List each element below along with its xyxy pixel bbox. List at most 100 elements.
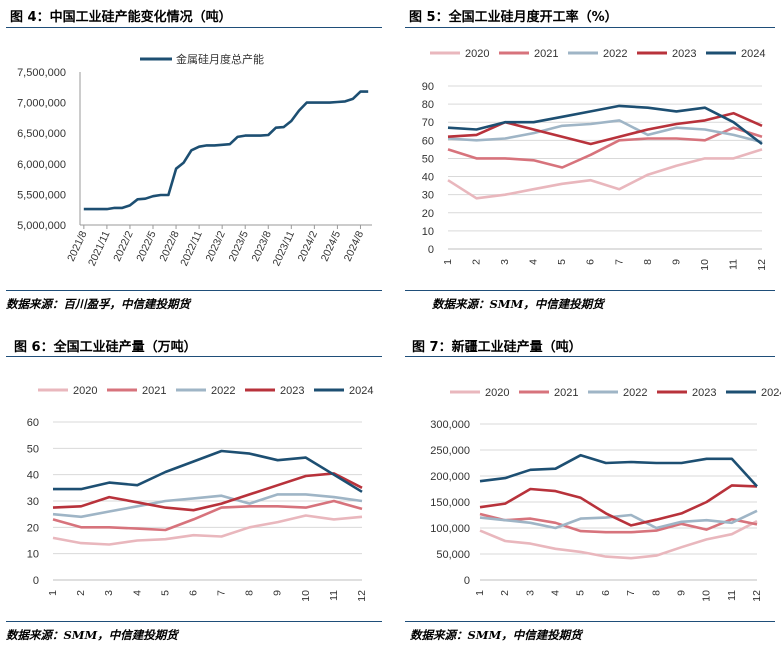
p6-legend-label-2023: 2023 xyxy=(280,385,304,397)
p7-y-tick-label: 50,000 xyxy=(436,549,470,561)
p7-x-tick-label: 8 xyxy=(650,590,662,596)
source-rule-left-bottom xyxy=(6,621,382,622)
panel-title-fig4: 图 4：中国工业硅产能变化情况（吨） xyxy=(10,10,232,25)
p7-series-2022 xyxy=(479,509,758,530)
p6-x-tick-label: 8 xyxy=(244,590,256,596)
p4-y-tick-label: 7,500,000 xyxy=(17,67,66,79)
p4-x-tick-label: 2021/8 xyxy=(65,229,90,263)
p4-x-tick-label: 2022/2 xyxy=(111,229,136,263)
p4-y-tick-label: 5,000,000 xyxy=(17,220,66,232)
p6-y-tick-label: 40 xyxy=(27,470,39,482)
p5-legend-label-2024: 2024 xyxy=(741,48,765,60)
p5-x-tick-label: 12 xyxy=(756,259,768,271)
title-rule-left-bottom xyxy=(6,356,382,357)
p7-y-tick-label: 250,000 xyxy=(430,445,470,457)
p5-x-tick-label: 11 xyxy=(727,259,739,270)
source-note-fig5: 数据来源：SMM，中信建投期货 xyxy=(432,297,604,311)
p7-x-tick-label: 5 xyxy=(575,590,587,596)
p7-series-2020 xyxy=(479,520,758,560)
title-rule-right-bottom xyxy=(405,356,775,357)
p5-x-tick-label: 1 xyxy=(442,259,454,265)
p4-y-tick-label: 6,500,000 xyxy=(17,128,66,140)
p7-y-tick-label: 200,000 xyxy=(430,471,470,483)
p6-series-2023 xyxy=(52,472,363,512)
p6-legend-label-2022: 2022 xyxy=(211,385,235,397)
p6-y-tick-label: 30 xyxy=(27,496,39,508)
p5-y-tick-label: 80 xyxy=(422,99,434,111)
p5-y-tick-label: 40 xyxy=(422,172,434,184)
p4-x-tick-label: 2023/2 xyxy=(203,229,228,263)
p4-y-tick-label: 5,500,000 xyxy=(17,189,66,201)
p5-x-tick-label: 6 xyxy=(585,259,597,265)
p4-x-tick-label: 2022/8 xyxy=(157,229,182,263)
panel-title-fig6: 图 6：全国工业硅产量（万吨） xyxy=(14,340,197,355)
p7-legend-label-2024: 2024 xyxy=(761,387,781,399)
p7-x-tick-label: 4 xyxy=(550,590,562,596)
p5-y-tick-label: 30 xyxy=(422,190,434,202)
p5-x-tick-label: 5 xyxy=(556,259,568,265)
p5-x-tick-label: 2 xyxy=(471,259,483,265)
p7-y-tick-label: 0 xyxy=(464,575,470,587)
p5-y-tick-label: 50 xyxy=(422,153,434,165)
p5-y-tick-label: 0 xyxy=(428,244,434,256)
p5-x-tick-label: 8 xyxy=(642,259,654,265)
p5-y-tick-label: 10 xyxy=(422,226,434,238)
p6-legend-label-2020: 2020 xyxy=(73,385,97,397)
p7-y-tick-label: 150,000 xyxy=(430,497,470,509)
p4-x-tick-label: 2022/5 xyxy=(134,229,159,263)
p6-x-tick-label: 10 xyxy=(300,590,312,602)
p7-y-tick-label: 300,000 xyxy=(430,419,470,431)
p6-x-tick-label: 11 xyxy=(328,590,340,601)
p7-y-tick-label: 100,000 xyxy=(430,523,470,535)
p4-y-tick-label: 6,000,000 xyxy=(17,159,66,171)
p6-y-tick-label: 10 xyxy=(27,549,39,561)
p6-y-tick-label: 20 xyxy=(27,522,39,534)
p6-legend-label-2024: 2024 xyxy=(349,385,373,397)
p5-x-tick-label: 9 xyxy=(670,259,682,265)
title-rule-right-top xyxy=(405,27,775,28)
p7-x-tick-label: 1 xyxy=(474,590,486,596)
p6-x-tick-label: 12 xyxy=(356,590,368,602)
p5-y-tick-label: 70 xyxy=(422,117,434,129)
p4-x-tick-label: 2024/2 xyxy=(296,229,321,263)
source-note-fig4: 数据来源：百川盈孚，中信建投期货 xyxy=(6,297,190,311)
source-rule-left-top xyxy=(6,290,382,291)
p7-legend-label-2022: 2022 xyxy=(623,387,647,399)
p5-x-tick-label: 4 xyxy=(528,259,540,265)
p5-legend-label-2023: 2023 xyxy=(672,48,696,60)
p4-x-tick-label: 2023/8 xyxy=(250,229,275,263)
p5-legend-label-2020: 2020 xyxy=(465,48,489,60)
p7-x-tick-label: 9 xyxy=(675,590,687,596)
p7-x-tick-label: 12 xyxy=(751,590,763,602)
p7-x-tick-label: 2 xyxy=(499,590,511,596)
p7-x-tick-label: 7 xyxy=(625,590,637,596)
p7-x-tick-label: 3 xyxy=(524,590,536,596)
p6-y-tick-label: 0 xyxy=(33,575,39,587)
p5-y-tick-label: 20 xyxy=(422,208,434,220)
p7-series-2021 xyxy=(479,512,758,534)
p6-series-2020 xyxy=(52,514,363,546)
p6-x-tick-label: 6 xyxy=(187,590,199,596)
p5-x-tick-label: 10 xyxy=(699,259,711,271)
p7-legend-label-2023: 2023 xyxy=(692,387,716,399)
title-rule-left-top xyxy=(6,27,382,28)
p4-x-tick-label: 2022/11 xyxy=(178,229,205,268)
p7-series-2024 xyxy=(479,453,758,488)
p5-x-tick-label: 7 xyxy=(613,259,625,265)
p6-x-tick-label: 9 xyxy=(272,590,284,596)
p5-series-2020 xyxy=(447,148,763,200)
p6-x-tick-label: 5 xyxy=(159,590,171,596)
p6-legend-label-2021: 2021 xyxy=(142,385,166,397)
p5-series-2024 xyxy=(447,104,763,146)
p6-y-tick-label: 60 xyxy=(27,417,39,429)
p4-y-tick-label: 7,000,000 xyxy=(17,98,66,110)
source-note-fig6: 数据来源：SMM，中信建投期货 xyxy=(6,628,178,642)
p5-y-tick-label: 90 xyxy=(422,81,434,93)
p4-x-tick-label: 2021/11 xyxy=(86,229,113,268)
p6-series-2021 xyxy=(52,499,363,532)
p4-x-tick-label: 2023/5 xyxy=(226,229,251,263)
p6-x-tick-label: 2 xyxy=(75,590,87,596)
p5-x-tick-label: 3 xyxy=(499,259,511,265)
p6-x-tick-label: 1 xyxy=(47,590,59,596)
